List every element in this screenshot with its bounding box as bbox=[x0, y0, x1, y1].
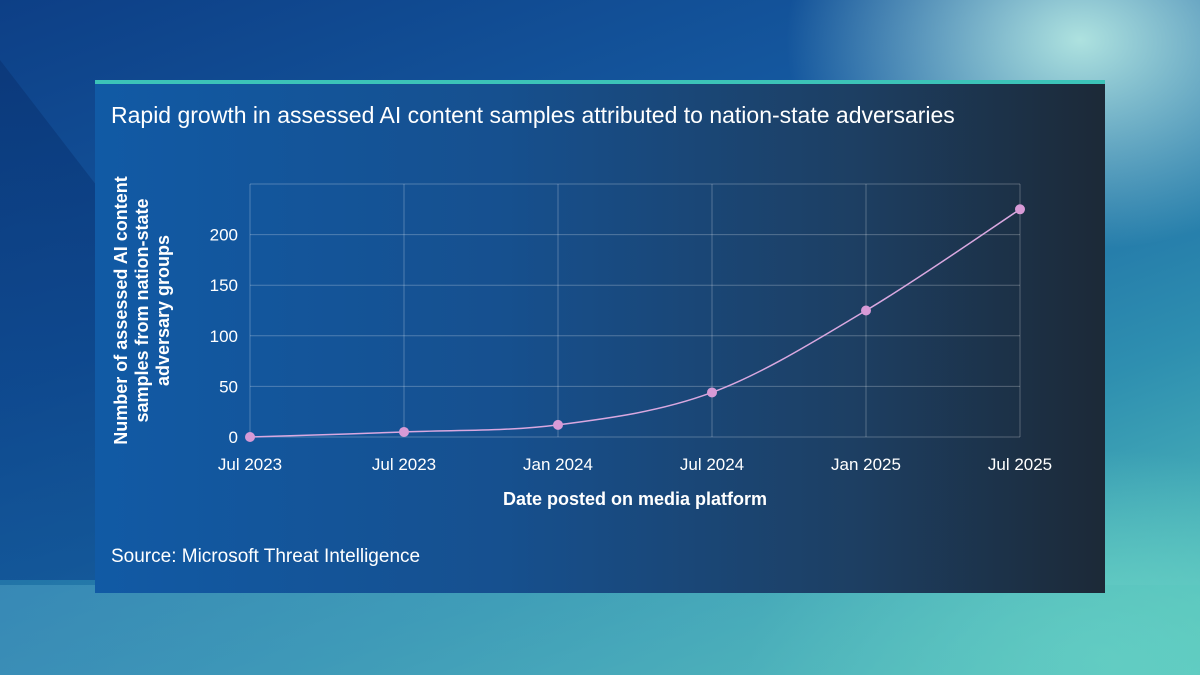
data-point bbox=[707, 387, 717, 398]
y-tick-label: 100 bbox=[210, 327, 238, 346]
y-tick-label: 50 bbox=[219, 377, 238, 396]
data-point bbox=[245, 432, 255, 442]
y-tick-label: 0 bbox=[229, 428, 238, 447]
x-tick-label: Jul 2023 bbox=[218, 455, 282, 474]
x-tick-label: Jan 2025 bbox=[831, 455, 901, 474]
y-axis-label-line: samples from nation-state bbox=[132, 198, 152, 422]
data-point bbox=[861, 305, 871, 316]
x-tick-label: Jan 2024 bbox=[523, 455, 593, 474]
chart-card: Rapid growth in assessed AI content samp… bbox=[95, 80, 1105, 593]
data-point bbox=[553, 419, 563, 430]
y-tick-label: 200 bbox=[210, 226, 238, 245]
x-tick-label: Jul 2025 bbox=[988, 455, 1052, 474]
y-axis-label-line: Number of assessed AI content bbox=[111, 176, 131, 444]
data-point bbox=[399, 426, 409, 437]
y-tick-label: 150 bbox=[210, 276, 238, 295]
x-axis-label: Date posted on media platform bbox=[503, 489, 767, 509]
x-tick-label: Jul 2024 bbox=[680, 455, 744, 474]
line-chart: 0 50 100 150 200 Jul 2023 Jul 2023 Jan 2024 Jul … bbox=[111, 176, 1052, 509]
x-tick-label: Jul 2023 bbox=[372, 455, 436, 474]
y-axis-label-line: adversary groups bbox=[153, 235, 173, 386]
series-line bbox=[249, 208, 1021, 438]
chart-title: Rapid growth in assessed AI content samp… bbox=[111, 102, 955, 128]
data-point bbox=[1015, 204, 1025, 215]
source-note: Source: Microsoft Threat Intelligence bbox=[111, 546, 421, 567]
background-shape-bottom bbox=[0, 585, 1200, 675]
